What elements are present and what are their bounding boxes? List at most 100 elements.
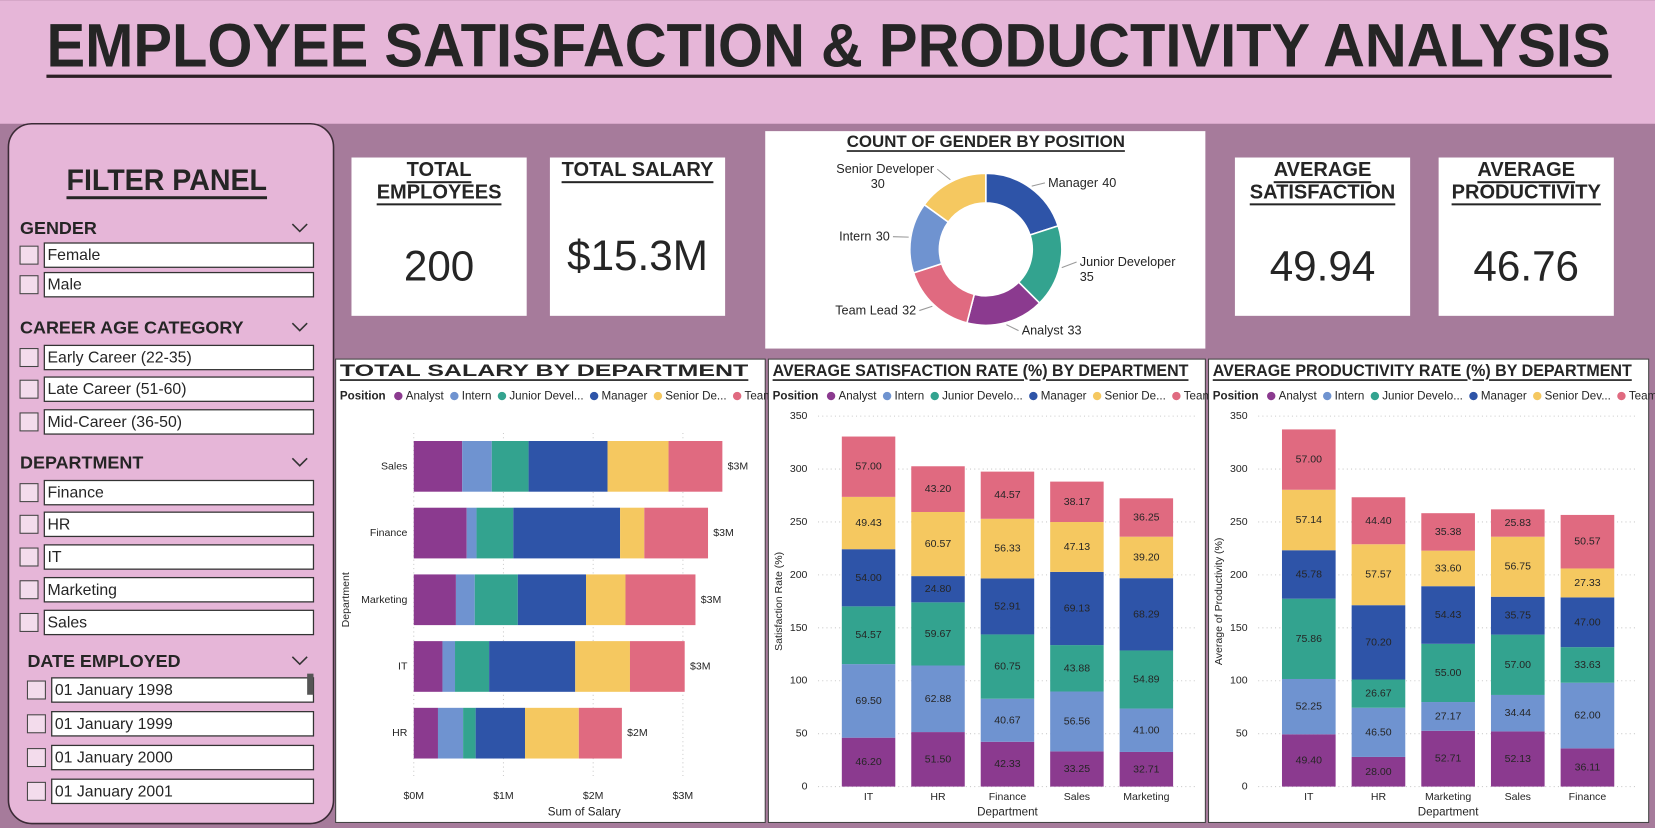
data-label: 47.00 — [1574, 616, 1601, 628]
y-tick-label: 350 — [1230, 410, 1248, 422]
bar-segment — [1119, 536, 1174, 579]
donut-label: Senior Developer 30 — [836, 162, 934, 191]
collapse-chevron[interactable] — [291, 322, 308, 332]
bar-segment — [620, 507, 645, 559]
data-label: 28.00 — [1365, 766, 1392, 778]
bar-segment — [841, 549, 896, 607]
option-box[interactable] — [51, 677, 315, 703]
option-box[interactable] — [43, 609, 315, 636]
option-box[interactable] — [43, 376, 315, 402]
checkbox[interactable] — [26, 714, 46, 734]
option-box[interactable] — [43, 479, 315, 506]
bar-segment — [528, 441, 608, 492]
legend-swatch — [930, 391, 939, 401]
x-tick-label: IT — [1304, 791, 1314, 803]
option-box[interactable] — [51, 744, 315, 771]
y-tick-label: Sales — [381, 460, 407, 472]
bar-segment — [911, 576, 965, 603]
checkbox[interactable] — [19, 245, 39, 265]
slice-value: 30 — [871, 177, 885, 191]
title-banner — [0, 0, 1655, 124]
bar-segment — [1490, 596, 1545, 635]
checkbox[interactable] — [19, 612, 39, 632]
option-label: Finance — [47, 485, 104, 502]
checkbox[interactable] — [26, 781, 46, 801]
option-box[interactable] — [43, 271, 315, 298]
total-label: $3M — [728, 460, 749, 472]
option-box[interactable] — [43, 544, 315, 570]
x-axis-title: Sum of Salary — [548, 805, 621, 818]
option-box[interactable] — [51, 711, 315, 737]
bar-segment — [1351, 707, 1406, 757]
checkbox[interactable] — [19, 580, 39, 600]
bar-segment — [1421, 643, 1475, 703]
checkbox[interactable] — [26, 748, 46, 768]
bar-segment — [586, 574, 626, 626]
leader-line — [1006, 324, 1019, 332]
data-label: 52.91 — [994, 600, 1021, 612]
option-box[interactable] — [43, 511, 315, 538]
option-label: Late Career (51-60) — [47, 381, 186, 398]
y-tick-label: HR — [392, 727, 408, 739]
option-box[interactable] — [43, 576, 315, 603]
chart-title: AVERAGE PRODUCTIVITY RATE (%) BY DEPARTM… — [1213, 361, 1633, 380]
option-box[interactable] — [43, 344, 315, 371]
total-label: $3M — [713, 527, 734, 539]
checkbox[interactable] — [19, 412, 39, 432]
total-label: $3M — [690, 660, 711, 672]
checkbox[interactable] — [26, 680, 46, 700]
y-tick-label: 250 — [1230, 516, 1248, 528]
checkbox[interactable] — [19, 514, 39, 534]
bar-segment — [513, 507, 621, 559]
bar-segment — [1050, 645, 1104, 692]
donut-label: Analyst 33 — [1022, 324, 1082, 338]
legend-label: Intern — [462, 390, 492, 403]
legend-swatch — [732, 391, 742, 401]
data-label: 55.00 — [1435, 667, 1462, 679]
bar-segment — [1281, 550, 1336, 599]
data-label: 33.63 — [1574, 659, 1601, 671]
collapse-chevron[interactable] — [291, 223, 308, 233]
data-label: 56.75 — [1505, 561, 1532, 573]
bar-segment — [1351, 679, 1406, 708]
leader-line — [936, 168, 951, 181]
donut-label: Intern 30 — [839, 230, 890, 244]
bar-segment — [575, 641, 630, 692]
kpi-title: EMPLOYEES — [377, 181, 502, 203]
collapse-chevron[interactable] — [291, 656, 308, 666]
bar-segment — [1281, 598, 1336, 679]
option-label: 01 January 2000 — [55, 750, 173, 767]
data-label: 34.44 — [1505, 707, 1532, 719]
legend-label: Intern — [894, 390, 924, 403]
bar-segment — [911, 602, 965, 666]
scrollbar[interactable] — [307, 673, 314, 695]
y-tick-label: 100 — [790, 675, 808, 687]
filter-section-title: DATE EMPLOYED — [27, 651, 180, 671]
x-tick-label: $2M — [583, 790, 604, 802]
kpi-card — [1234, 157, 1411, 316]
option-box[interactable] — [43, 242, 315, 268]
option-box[interactable] — [43, 409, 315, 435]
bar-segment — [1490, 694, 1545, 732]
donut-label: Team Lead 32 — [835, 304, 916, 318]
legend-swatch — [1092, 391, 1102, 401]
checkbox[interactable] — [19, 275, 39, 295]
y-tick-label: 250 — [790, 516, 808, 528]
checkbox[interactable] — [19, 348, 39, 368]
collapse-chevron[interactable] — [291, 457, 308, 467]
bar-segment — [980, 698, 1035, 742]
x-tick-label: Finance — [989, 791, 1027, 803]
data-label: 25.83 — [1505, 517, 1532, 529]
checkbox[interactable] — [19, 379, 39, 399]
option-label: IT — [47, 549, 61, 566]
checkbox[interactable] — [19, 483, 39, 503]
bar-segment — [413, 441, 463, 492]
option-box[interactable] — [51, 778, 315, 805]
data-label: 38.17 — [1064, 496, 1091, 508]
legend-label: Manager — [1481, 390, 1527, 403]
bar-segment — [1421, 730, 1475, 787]
data-label: 36.11 — [1575, 761, 1601, 773]
x-tick-label: Sales — [1064, 791, 1090, 803]
checkbox[interactable] — [19, 547, 39, 567]
bar-segment — [475, 707, 525, 759]
